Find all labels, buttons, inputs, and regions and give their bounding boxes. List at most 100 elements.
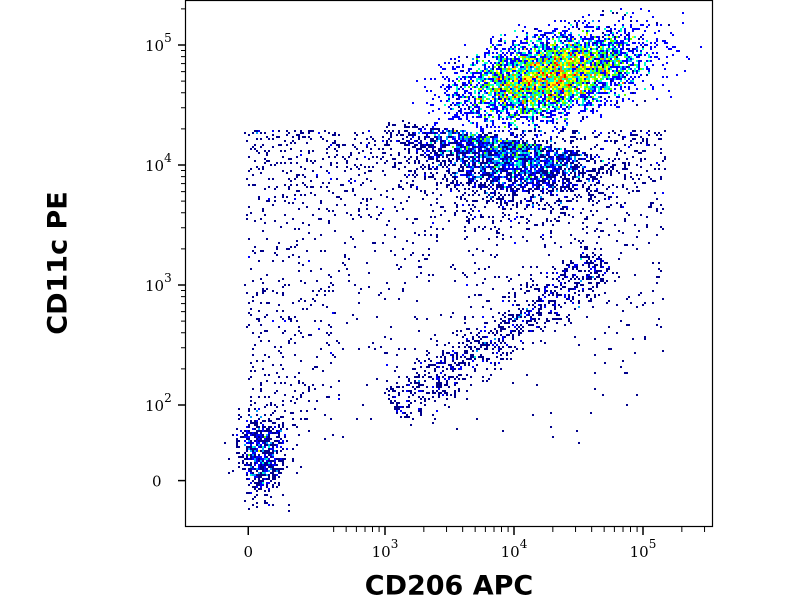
density-cell	[490, 114, 492, 116]
density-cell	[524, 162, 526, 164]
density-cell	[538, 126, 540, 128]
density-cell	[468, 98, 470, 100]
density-cell	[574, 194, 576, 196]
density-cell	[242, 460, 244, 462]
density-cell	[248, 492, 250, 494]
density-cell	[248, 478, 250, 480]
density-cell	[534, 146, 536, 148]
density-cell	[624, 38, 626, 40]
density-cell	[438, 128, 440, 130]
density-cell	[572, 154, 574, 156]
density-cell	[270, 464, 272, 466]
density-cell	[248, 440, 250, 442]
density-cell	[520, 84, 522, 86]
density-cell	[494, 168, 496, 170]
density-cell	[638, 56, 640, 58]
density-cell	[586, 160, 588, 162]
density-cell	[246, 456, 248, 458]
density-cell	[544, 50, 546, 52]
density-cell	[560, 60, 562, 62]
density-cell	[602, 260, 604, 262]
density-cell	[242, 436, 244, 438]
density-cell	[612, 60, 614, 62]
density-cell	[580, 96, 582, 98]
density-cell	[506, 76, 508, 78]
density-cell	[256, 434, 258, 436]
density-cell	[528, 146, 530, 148]
density-cell	[516, 54, 518, 56]
density-cell	[476, 132, 478, 134]
density-cell	[526, 90, 528, 92]
density-cell	[502, 64, 504, 66]
density-cell	[556, 118, 558, 120]
density-cell	[508, 184, 510, 186]
density-cell	[572, 60, 574, 62]
density-cell	[608, 34, 610, 36]
density-cell	[578, 176, 580, 178]
density-cell	[260, 446, 262, 448]
density-cell	[456, 382, 458, 384]
density-cell	[260, 436, 262, 438]
density-cell	[666, 46, 668, 48]
density-cell	[614, 38, 616, 40]
density-cell	[618, 70, 620, 72]
density-cell	[612, 48, 614, 50]
density-cell	[574, 74, 576, 76]
density-cell	[480, 98, 482, 100]
density-cell	[566, 30, 568, 32]
density-cell	[550, 72, 552, 74]
density-cell	[262, 442, 264, 444]
density-cell	[544, 88, 546, 90]
density-cell	[556, 56, 558, 58]
density-cell	[578, 76, 580, 78]
density-cell	[260, 430, 262, 432]
density-cell	[476, 160, 478, 162]
density-cell	[580, 48, 582, 50]
density-cell	[254, 408, 256, 410]
density-cell	[502, 100, 504, 102]
density-cell	[508, 86, 510, 88]
density-cell	[572, 38, 574, 40]
density-cell	[508, 178, 510, 180]
density-cell	[530, 94, 532, 96]
density-cell	[256, 484, 258, 486]
density-cell	[258, 440, 260, 442]
density-cell	[664, 40, 666, 42]
density-cell	[596, 98, 598, 100]
density-cell	[538, 170, 540, 172]
density-cell	[624, 86, 626, 88]
density-cell	[620, 60, 622, 62]
density-cell	[494, 78, 496, 80]
density-cell	[516, 96, 518, 98]
density-cell	[540, 100, 542, 102]
density-cell	[488, 114, 490, 116]
density-cell	[590, 64, 592, 66]
density-cell	[274, 410, 276, 412]
density-cell	[266, 502, 268, 504]
density-cell	[586, 60, 588, 62]
density-cell	[514, 346, 516, 348]
density-cell	[262, 458, 264, 460]
density-cell	[486, 138, 488, 140]
density-cell	[598, 156, 600, 158]
density-cell	[278, 434, 280, 436]
density-cell	[578, 42, 580, 44]
density-cell	[506, 72, 508, 74]
density-cell	[492, 178, 494, 180]
density-cell	[520, 72, 522, 74]
density-cell	[600, 60, 602, 62]
density-cell	[544, 208, 546, 210]
density-cell	[540, 92, 542, 94]
density-cell	[622, 60, 624, 62]
density-cell	[490, 40, 492, 42]
density-cell	[588, 160, 590, 162]
density-cell	[592, 48, 594, 50]
density-cell	[506, 52, 508, 54]
density-cell	[626, 54, 628, 56]
density-cell	[628, 40, 630, 42]
density-cell	[482, 228, 484, 230]
density-cell	[596, 188, 598, 190]
density-cell	[482, 172, 484, 174]
density-cell	[616, 72, 618, 74]
density-cell	[520, 70, 522, 72]
